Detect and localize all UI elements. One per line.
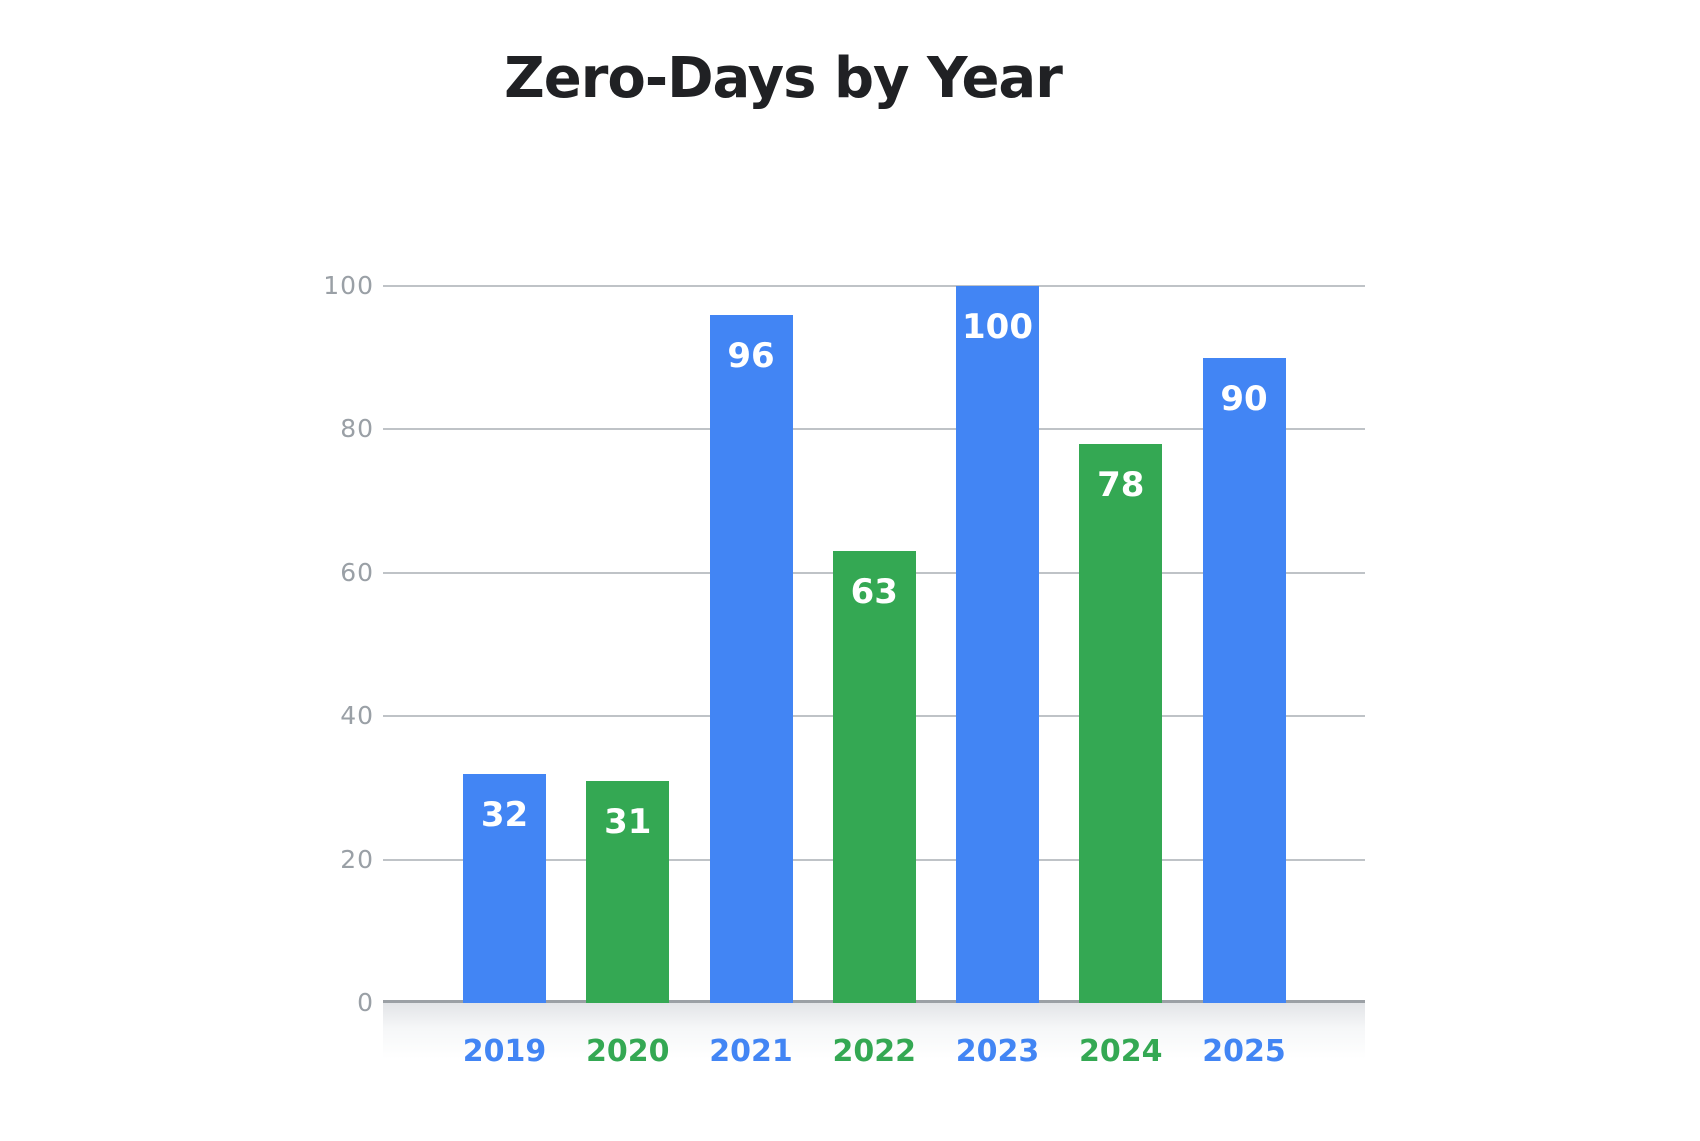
bar-2021: 96	[709, 314, 793, 1003]
bar-2022: 63	[832, 551, 916, 1003]
bar-value-label-2022: 63	[850, 572, 898, 613]
bar-2025: 90	[1202, 357, 1286, 1003]
bar-2023: 100	[956, 286, 1039, 1003]
x-axis-label-2020: 2020	[586, 1034, 670, 1069]
bar-value-label-2025: 90	[1220, 378, 1268, 419]
x-axis-label-2025: 2025	[1202, 1034, 1286, 1069]
bar-2024: 78	[1079, 443, 1163, 1003]
y-tick-label-80: 80	[340, 414, 374, 444]
y-tick-label-100: 100	[323, 271, 374, 300]
x-axis-label-2021: 2021	[709, 1034, 793, 1069]
x-axis-label-2019: 2019	[462, 1034, 547, 1069]
bar-value-label-2023: 100	[962, 307, 1033, 347]
y-tick-label-20: 20	[340, 844, 374, 874]
bar-value-label-2020: 31	[604, 801, 652, 842]
x-axis-gradient-band	[383, 1003, 1365, 1059]
y-tick-label-60: 60	[340, 557, 374, 587]
gridline-80	[383, 428, 1365, 431]
x-axis-label-2024: 2024	[1079, 1034, 1163, 1069]
x-axis-label-2022: 2022	[832, 1034, 917, 1069]
bar-2019: 32	[463, 773, 546, 1003]
y-tick-label-0: 0	[357, 988, 374, 1017]
y-tick-label-40: 40	[340, 701, 374, 731]
bar-value-label-2024: 78	[1097, 464, 1145, 505]
plot-area: 0 20 40 60 80 100 32 2019 31 2020 96 2021 63 2022 100 2…	[323, 273, 1365, 1068]
bar-2020: 31	[586, 780, 670, 1003]
gridline-100	[383, 285, 1365, 287]
chart-title: Zero-Days by Year	[504, 46, 1063, 111]
bar-value-label-2019: 32	[480, 794, 529, 835]
x-axis-label-2023: 2023	[955, 1034, 1040, 1069]
bar-value-label-2021: 96	[727, 335, 775, 376]
